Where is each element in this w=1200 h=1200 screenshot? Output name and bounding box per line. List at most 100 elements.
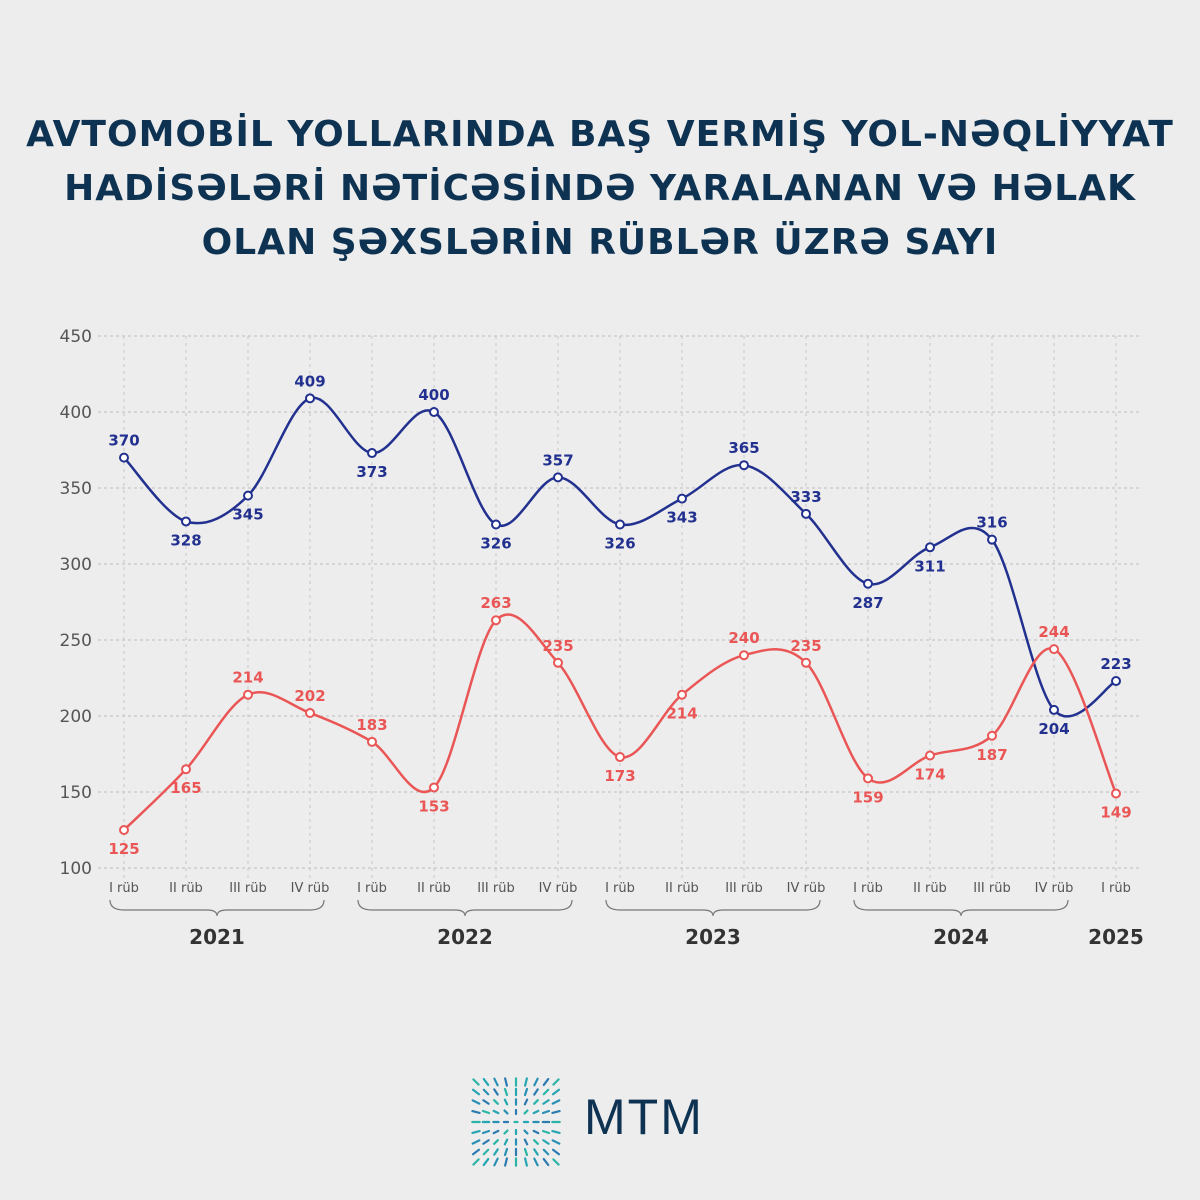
data-point-red <box>801 657 811 668</box>
data-label-blue: 223 <box>1100 655 1131 673</box>
data-point-red <box>1049 644 1059 655</box>
data-label-red: 244 <box>1038 623 1069 641</box>
data-point-red <box>305 707 315 718</box>
data-point-red <box>1111 788 1121 799</box>
logo-dash <box>471 1110 481 1114</box>
data-point-blue <box>677 493 687 504</box>
data-point-blue <box>553 472 563 483</box>
x-tick-label: I rüb <box>853 881 883 896</box>
logo-dash <box>471 1099 481 1105</box>
data-point-red <box>863 773 873 784</box>
y-tick-label: 350 <box>60 479 92 499</box>
y-tick-label: 150 <box>60 783 92 803</box>
logo-dash <box>503 1129 509 1135</box>
logo-dash <box>542 1099 550 1105</box>
x-tick-label: IV rüb <box>539 881 578 896</box>
logo-dash <box>493 1139 499 1145</box>
logo-mark-icon <box>471 1077 561 1167</box>
logo-dash <box>482 1139 490 1145</box>
data-label-blue: 345 <box>232 506 263 524</box>
data-label-blue: 343 <box>666 509 697 527</box>
logo-text: MTM <box>584 1089 704 1145</box>
title-line-1: AVTOMOBİL YOLLARINDA BAŞ VERMİŞ YOL-NƏQL… <box>26 114 1174 155</box>
logo-dash <box>493 1157 499 1167</box>
logo-dash <box>551 1148 561 1156</box>
data-label-blue: 326 <box>480 534 511 552</box>
data-point-blue <box>987 534 997 545</box>
logo-dash <box>482 1077 490 1087</box>
logo-dash <box>503 1087 509 1097</box>
logo-dash <box>481 1109 491 1115</box>
logo-dash <box>482 1148 490 1156</box>
logo-dash <box>533 1157 539 1167</box>
logo-dash <box>551 1088 561 1096</box>
logo-dash <box>542 1157 550 1167</box>
data-point-blue <box>1049 704 1059 715</box>
data-point-red <box>925 750 935 761</box>
data-label-red: 187 <box>976 746 1007 764</box>
y-tick-label: 300 <box>60 555 92 575</box>
data-point-red <box>367 736 377 747</box>
data-label-blue: 365 <box>728 439 759 457</box>
logo-dash <box>541 1109 551 1115</box>
data-point-red <box>677 689 687 700</box>
x-tick-label: IV rüb <box>787 881 826 896</box>
data-point-blue <box>801 508 811 519</box>
data-point-blue <box>243 490 253 501</box>
logo-dash <box>552 1158 560 1166</box>
logo-dash <box>471 1148 481 1156</box>
title-line-2: HADİSƏLƏRİ NƏTİCƏSİNDƏ YARALANAN VƏ HƏLA… <box>64 168 1136 209</box>
x-tick-label: II rüb <box>665 881 699 896</box>
data-label-red: 214 <box>232 669 263 687</box>
data-label-red: 149 <box>1100 804 1131 822</box>
year-brace <box>605 899 821 917</box>
logo-dash <box>493 1088 499 1096</box>
y-tick-label: 100 <box>60 859 92 879</box>
data-label-blue: 311 <box>914 557 945 575</box>
data-point-blue <box>863 578 873 589</box>
logo-dash <box>493 1148 499 1156</box>
x-tick-label: II rüb <box>417 881 451 896</box>
data-point-red <box>119 825 129 835</box>
data-label-blue: 373 <box>356 463 387 481</box>
x-tick-label: III rüb <box>973 881 1010 896</box>
logo-dash <box>551 1130 561 1134</box>
data-label-red: 202 <box>294 687 325 705</box>
logo-dash <box>533 1099 539 1105</box>
data-point-red <box>615 752 625 763</box>
data-point-red <box>553 657 563 668</box>
year-brace <box>109 899 325 917</box>
data-label-red: 153 <box>418 797 449 815</box>
logo-dash <box>471 1088 481 1096</box>
logo-dash <box>504 1157 508 1167</box>
data-point-red <box>987 730 997 741</box>
line-chart: 100 150 200 250 300 350 400 450 I rüb II rüb III r… <box>60 327 1144 949</box>
data-label-red: 263 <box>480 594 511 612</box>
logo-dash <box>493 1077 499 1087</box>
year-label: 2021 <box>189 925 245 949</box>
logo-dash <box>524 1157 528 1167</box>
data-label-blue: 333 <box>790 488 821 506</box>
x-tick-label: I rüb <box>605 881 635 896</box>
year-label: 2025 <box>1088 925 1144 949</box>
data-label-blue: 357 <box>542 451 573 469</box>
logo-dash <box>532 1129 540 1135</box>
data-point-red <box>429 782 439 793</box>
logo-dash <box>523 1147 529 1157</box>
logo-dash <box>533 1077 539 1087</box>
logo-dash <box>523 1087 529 1097</box>
logo-dash <box>503 1098 509 1106</box>
logo-dash <box>503 1138 509 1146</box>
y-tick-label: 400 <box>60 403 92 423</box>
chart-title: AVTOMOBİL YOLLARINDA BAŞ VERMİŞ YOL-NƏQL… <box>0 108 1200 270</box>
data-label-red: 173 <box>604 767 635 785</box>
logo-dash <box>493 1099 499 1105</box>
data-point-red <box>491 615 501 626</box>
logo-dash <box>482 1157 490 1167</box>
logo-dash <box>542 1139 550 1145</box>
logo-dash <box>503 1109 509 1115</box>
logo-dash <box>492 1109 500 1115</box>
year-label: 2023 <box>685 925 741 949</box>
data-label-blue: 316 <box>976 514 1007 532</box>
data-point-blue <box>367 448 377 459</box>
